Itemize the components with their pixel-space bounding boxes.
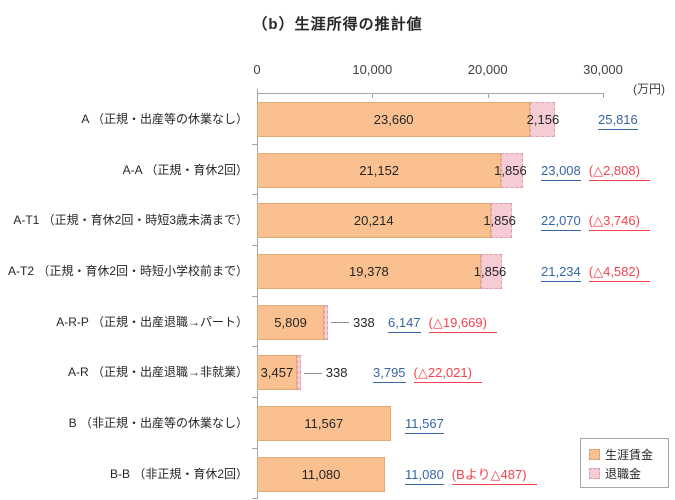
- legend-item-retirement: 退職金: [589, 464, 668, 483]
- retirement-value: 1,856: [473, 264, 507, 279]
- retirement-bar: [296, 355, 301, 391]
- total-value: 22,070: [541, 212, 581, 232]
- category-tick: [252, 498, 257, 499]
- x-axis-tick: [487, 94, 489, 98]
- wage-bar: [257, 203, 491, 239]
- x-axis-tick: [603, 94, 604, 98]
- category-label: A-R-P （正規・出産退職→パート）: [56, 314, 248, 329]
- category-tick: [252, 144, 257, 145]
- total-value: 25,816: [598, 111, 638, 130]
- category-tick: [252, 448, 257, 449]
- category-tick: [252, 296, 257, 297]
- wage-value: 20,214: [353, 213, 394, 229]
- retirement-bar: [480, 254, 503, 289]
- total-value: 11,080: [405, 466, 444, 485]
- total-annotation: 3,795 (△22,021): [373, 355, 482, 390]
- retirement-value: 338: [325, 365, 348, 381]
- wage-value: 11,567: [304, 416, 344, 431]
- x-tick-0: 0: [253, 62, 261, 77]
- legend: 生涯賃金 退職金: [580, 438, 669, 488]
- category-label: A （正規・出産等の休業なし）: [81, 112, 248, 126]
- category-label: A-A （正規・育休2回）: [122, 162, 248, 177]
- retirement-value: 1,856: [483, 213, 516, 229]
- category-label: A-T2 （正規・育休2回・時短小学校前まで）: [7, 264, 248, 278]
- retirement-swatch-icon: [589, 468, 600, 479]
- wage-bar: [257, 102, 531, 137]
- wage-bar: [257, 254, 481, 289]
- total-value: 3,795: [373, 364, 406, 384]
- x-axis-line: [257, 93, 604, 94]
- total-value: 11,567: [405, 415, 444, 434]
- x-tick-20000: 20,000: [467, 62, 508, 77]
- legend-label-wage: 生涯賃金: [605, 448, 654, 462]
- category-label: A-R （正規・出産退職→非就業）: [67, 365, 248, 380]
- wage-bar: [257, 406, 391, 441]
- total-value: 6,147: [388, 314, 421, 333]
- retirement-bar: [324, 304, 328, 340]
- wage-value: 5,809: [274, 314, 307, 330]
- retirement-value: 338: [353, 314, 375, 330]
- total-value: 21,234: [541, 263, 581, 282]
- total-annotation: 6,147 (△19,669): [388, 305, 497, 340]
- wage-swatch-icon: [589, 449, 600, 460]
- diff-value: (△3,746): [588, 212, 650, 232]
- axis-unit-label: (万円): [633, 82, 665, 96]
- diff-value: (△4,582): [588, 263, 650, 282]
- total-annotation: 11,567: [405, 406, 444, 441]
- total-annotation: 23,008 (△2,808): [541, 153, 650, 188]
- diff-value: (△22,021): [413, 364, 482, 384]
- category-tick: [252, 245, 257, 246]
- y-axis-line: [257, 89, 258, 499]
- wage-value: 21,152: [359, 162, 400, 178]
- category-tick: [252, 346, 257, 347]
- legend-label-retirement: 退職金: [605, 467, 642, 481]
- wage-value: 3,457: [260, 365, 294, 381]
- total-annotation: 25,816: [598, 102, 638, 137]
- chart-title: （b）生涯所得の推計値: [252, 16, 423, 33]
- total-annotation: 22,070 (△3,746): [541, 203, 650, 238]
- wage-bar: [257, 152, 502, 188]
- x-tick-30000: 30,000: [583, 62, 623, 77]
- wage-value: 23,660: [373, 112, 414, 127]
- leader-line: [303, 372, 322, 374]
- wage-value: 19,378: [349, 264, 389, 279]
- diff-value: (Bより△487): [451, 466, 537, 485]
- category-label: A-T1 （正規・育休2回・時短3歳未満まで）: [13, 213, 248, 228]
- retirement-bar: [490, 203, 512, 239]
- wage-value: 11,080: [301, 466, 341, 482]
- wage-bar: [257, 355, 297, 391]
- retirement-bar: [501, 152, 523, 188]
- retirement-value: 1,856: [494, 162, 527, 178]
- category-tick: [252, 194, 257, 195]
- total-annotation: 11,080 (Bより△487): [405, 457, 537, 492]
- total-value: 23,008: [541, 162, 581, 181]
- retirement-value: 2,156: [526, 112, 560, 127]
- category-tick: [252, 397, 257, 398]
- wage-bar: [257, 456, 385, 492]
- diff-value: (△19,669): [428, 314, 497, 333]
- total-annotation: 21,234 (△4,582): [541, 254, 650, 289]
- wage-bar: [257, 304, 325, 340]
- diff-value: (△2,808): [588, 162, 650, 181]
- leader-line: [331, 322, 349, 324]
- x-axis-tick: [372, 94, 374, 98]
- category-label: B （非正規・出産等の休業なし）: [68, 416, 248, 430]
- legend-item-wage: 生涯賃金: [589, 445, 668, 464]
- retirement-bar: [530, 102, 556, 137]
- x-tick-10000: 10,000: [352, 62, 393, 77]
- category-label: B-B （非正規・育休2回）: [109, 466, 248, 481]
